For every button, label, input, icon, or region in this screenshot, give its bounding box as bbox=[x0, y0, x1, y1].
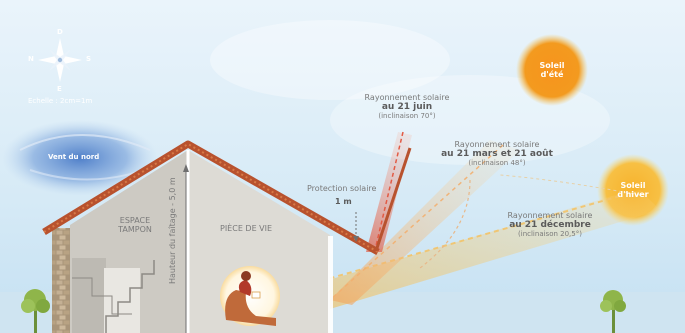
march-august-ray-line1: Rayonnement solaire bbox=[454, 140, 540, 149]
june-ray-line1: Rayonnement solaire bbox=[364, 93, 450, 102]
june-ray-line3: (inclinaison 70°) bbox=[378, 112, 436, 120]
cloud bbox=[210, 20, 450, 100]
person-reading-icon bbox=[220, 266, 280, 326]
compass-north-label: D bbox=[57, 28, 63, 36]
compass-west-label: N bbox=[28, 55, 34, 63]
winter-sun-arc bbox=[499, 174, 641, 196]
summer-sun-label: Soleil d'été bbox=[527, 61, 577, 79]
buffer-zone-label-line1: ESPACE bbox=[119, 216, 151, 225]
sun-protection-overhang bbox=[374, 147, 412, 252]
june-ray-label: Rayonnement solaire au 21 juin (inclinai… bbox=[352, 93, 462, 120]
staircase bbox=[72, 258, 155, 333]
protection-value: 1 m bbox=[335, 197, 352, 206]
protection-label: Protection solaire bbox=[307, 184, 377, 193]
compass-south-label: E bbox=[57, 85, 62, 93]
june-ray-line bbox=[374, 131, 404, 251]
december-ray-line1: Rayonnement solaire bbox=[507, 211, 593, 220]
buffer-zone-label-line2: TAMPON bbox=[118, 225, 152, 234]
wind-label: Vent du nord bbox=[48, 153, 100, 161]
buffer-zone-label: ESPACE TAMPON bbox=[110, 216, 160, 234]
december-ray-line2: au 21 décembre bbox=[509, 220, 591, 230]
summer-sun-line1: Soleil bbox=[539, 61, 565, 70]
living-room-label: PIÈCE DE VIE bbox=[220, 224, 273, 233]
compass-east-label: S bbox=[86, 55, 92, 63]
scale-label: Echelle : 2cm=1m bbox=[28, 97, 93, 105]
march-august-ray-label: Rayonnement solaire au 21 mars et 21 aoû… bbox=[437, 140, 557, 167]
june-ray bbox=[366, 132, 412, 252]
compass-rose-icon bbox=[38, 38, 82, 82]
wind-stroke bbox=[19, 134, 151, 151]
march-august-ray-line bbox=[329, 144, 504, 301]
tree-left-icon bbox=[21, 289, 50, 333]
stone-wall bbox=[52, 228, 72, 333]
roof-tiles bbox=[43, 142, 379, 253]
tree-right-icon bbox=[600, 290, 626, 333]
march-august-ray-line3: (inclinaison 48°) bbox=[468, 159, 526, 167]
june-ray-line2: au 21 juin bbox=[381, 102, 433, 112]
equinox-arc bbox=[419, 179, 471, 269]
march-august-ray bbox=[330, 140, 520, 305]
summer-sun-line2: d'été bbox=[540, 70, 564, 79]
arrow-down-icon bbox=[353, 236, 359, 242]
december-ray-label: Rayonnement solaire au 21 décembre (incl… bbox=[500, 211, 600, 238]
arrow-up-icon bbox=[183, 164, 189, 172]
winter-sun-label: Soleil d'hiver bbox=[608, 181, 658, 199]
winter-sun-line1: Soleil bbox=[620, 181, 646, 190]
south-wall bbox=[328, 236, 333, 333]
ridge-height-label: Hauteur du faîtage - 5,0 m bbox=[168, 177, 177, 284]
march-august-ray-line2: au 21 mars et 21 août bbox=[441, 149, 553, 159]
december-ray-line3: (inclinaison 20,5°) bbox=[518, 230, 582, 238]
summer-sun-icon bbox=[516, 34, 588, 106]
winter-sun-line2: d'hiver bbox=[617, 190, 649, 199]
